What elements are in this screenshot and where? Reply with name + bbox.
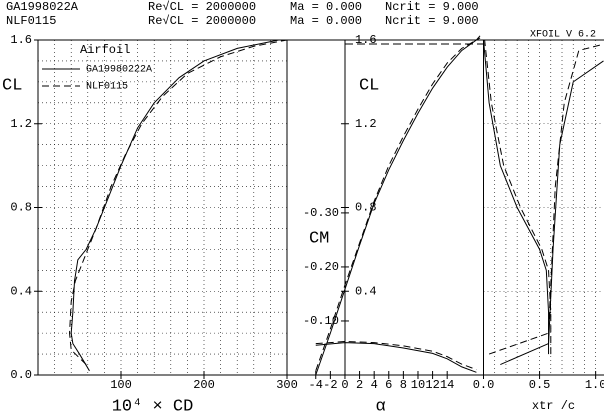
series-line (315, 342, 477, 373)
x-tick-label: 100 (110, 378, 132, 392)
header-ma: Ma = 0.000 (290, 0, 362, 14)
header-ncrit: Ncrit = 9.000 (385, 0, 479, 14)
legend-label: NLF0115 (86, 82, 128, 93)
x-tick-label: -2 (323, 378, 337, 392)
y-axis-label: CL (359, 76, 379, 95)
y-tick-label: 1.6 (10, 33, 32, 47)
x-tick-label: 14 (440, 378, 454, 392)
x-tick-label: 200 (193, 378, 215, 392)
header-airfoil: NLF0115 (6, 14, 56, 28)
x-tick-label: -4 (309, 378, 323, 392)
x-axis-label: α (375, 397, 385, 416)
x-axis-label: xtr /c (532, 399, 575, 413)
y-tick-label: 0.4 (10, 284, 32, 298)
series-line (500, 60, 604, 365)
series-line (483, 39, 550, 355)
x-tick-label: 8 (400, 378, 407, 392)
x-tick-label: 0.5 (529, 378, 551, 392)
y-tick-label: 1.2 (10, 117, 32, 131)
header-re: Re√CL = 2000000 (148, 14, 256, 28)
header-ncrit: Ncrit = 9.000 (385, 14, 479, 28)
y-tick-label: 0.8 (10, 201, 32, 215)
y2-tick-label: -0.20 (303, 260, 339, 274)
x-tick-label: 10 (411, 378, 425, 392)
x-tick-label: 12 (425, 378, 439, 392)
series-line (69, 39, 288, 365)
x-tick-label: 300 (276, 378, 298, 392)
x-tick-label: 0.0 (473, 378, 495, 392)
version: XFOIL V 6.2 (530, 30, 596, 41)
y2-tick-label: -0.10 (303, 314, 339, 328)
x-tick-label: 4 (371, 378, 378, 392)
header-re: Re√CL = 2000000 (148, 0, 256, 14)
x-tick-label: 1.0 (585, 378, 604, 392)
legend-title: Airfoil (80, 43, 130, 57)
header-ma: Ma = 0.000 (290, 14, 362, 28)
series-line (315, 340, 477, 371)
x-tick-label: 0 (341, 378, 348, 392)
x-tick-label: 6 (385, 378, 392, 392)
y-axis-label: CL (2, 76, 22, 95)
legend-label: GA19980222A (86, 65, 152, 76)
y-tick-label: 0.4 (355, 284, 377, 298)
y2-axis-label: CM (309, 229, 329, 248)
y-tick-label: 0.0 (10, 368, 32, 382)
header-airfoil: GA1998022A (6, 0, 79, 14)
series-line (315, 35, 481, 376)
series-line (315, 37, 481, 371)
y-tick-label: 1.6 (355, 33, 377, 47)
series-line (484, 39, 552, 355)
series-line (488, 43, 604, 355)
y-tick-label: 1.2 (355, 117, 377, 131)
x-axis-label: 10⁴ × CD (112, 397, 194, 416)
y2-tick-label: -0.30 (303, 206, 339, 220)
x-tick-label: 2 (356, 378, 363, 392)
